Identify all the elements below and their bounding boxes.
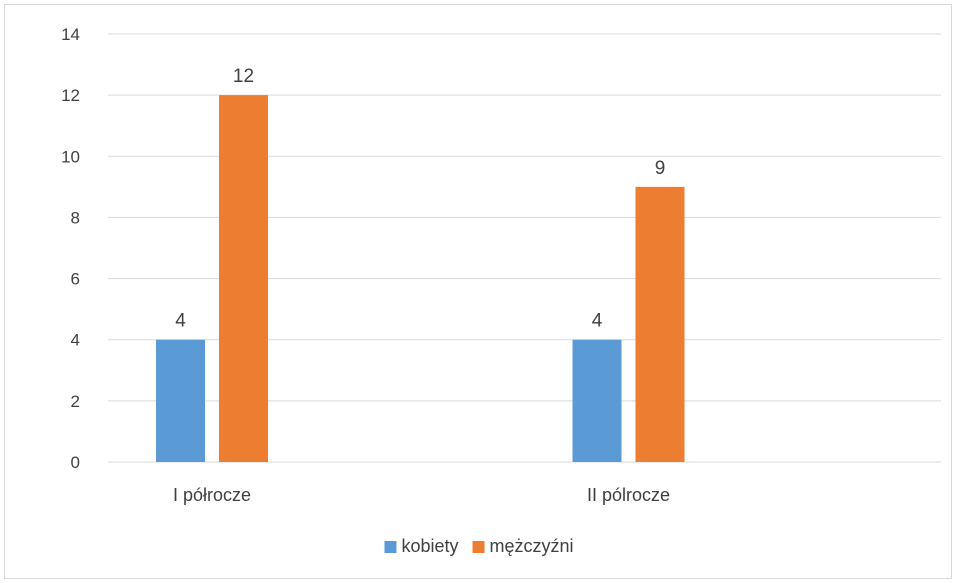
bar-1-1 <box>156 339 205 462</box>
chart-frame: 0 2 4 6 8 10 12 14 4 12 4 9 I półrocze II pólrocze … <box>4 4 952 579</box>
y-tick-label: 10 <box>61 147 80 166</box>
x-category-label: I półrocze <box>173 485 251 505</box>
legend-swatch <box>472 541 485 553</box>
legend: kobiety mężczyźni <box>384 536 574 556</box>
y-tick-label: 8 <box>71 208 80 227</box>
legend-label: kobiety <box>401 536 458 556</box>
y-axis-tick-labels: 0 2 4 6 8 10 12 14 <box>61 25 80 472</box>
x-category-label: II pólrocze <box>587 485 670 505</box>
bar-2-1 <box>219 95 268 463</box>
legend-swatch <box>384 541 397 553</box>
data-label: 9 <box>655 158 666 179</box>
y-tick-label: 2 <box>71 392 80 411</box>
data-label: 4 <box>175 311 186 332</box>
legend-item-1: kobiety <box>384 536 459 556</box>
bars <box>156 95 685 463</box>
y-tick-label: 4 <box>71 331 80 350</box>
y-tick-label: 6 <box>71 270 80 289</box>
legend-label: mężczyźni <box>490 536 574 556</box>
bar-2-2 <box>635 186 685 462</box>
data-label: 12 <box>233 66 254 87</box>
bar-1-2 <box>572 339 622 462</box>
data-labels: 4 12 4 9 <box>175 66 665 332</box>
y-tick-label: 0 <box>71 453 80 472</box>
y-tick-label: 14 <box>61 25 80 44</box>
data-label: 4 <box>592 311 603 332</box>
y-tick-label: 12 <box>61 86 80 105</box>
x-axis-category-labels: I półrocze II pólrocze <box>173 485 670 505</box>
legend-item-2: mężczyźni <box>472 536 574 556</box>
